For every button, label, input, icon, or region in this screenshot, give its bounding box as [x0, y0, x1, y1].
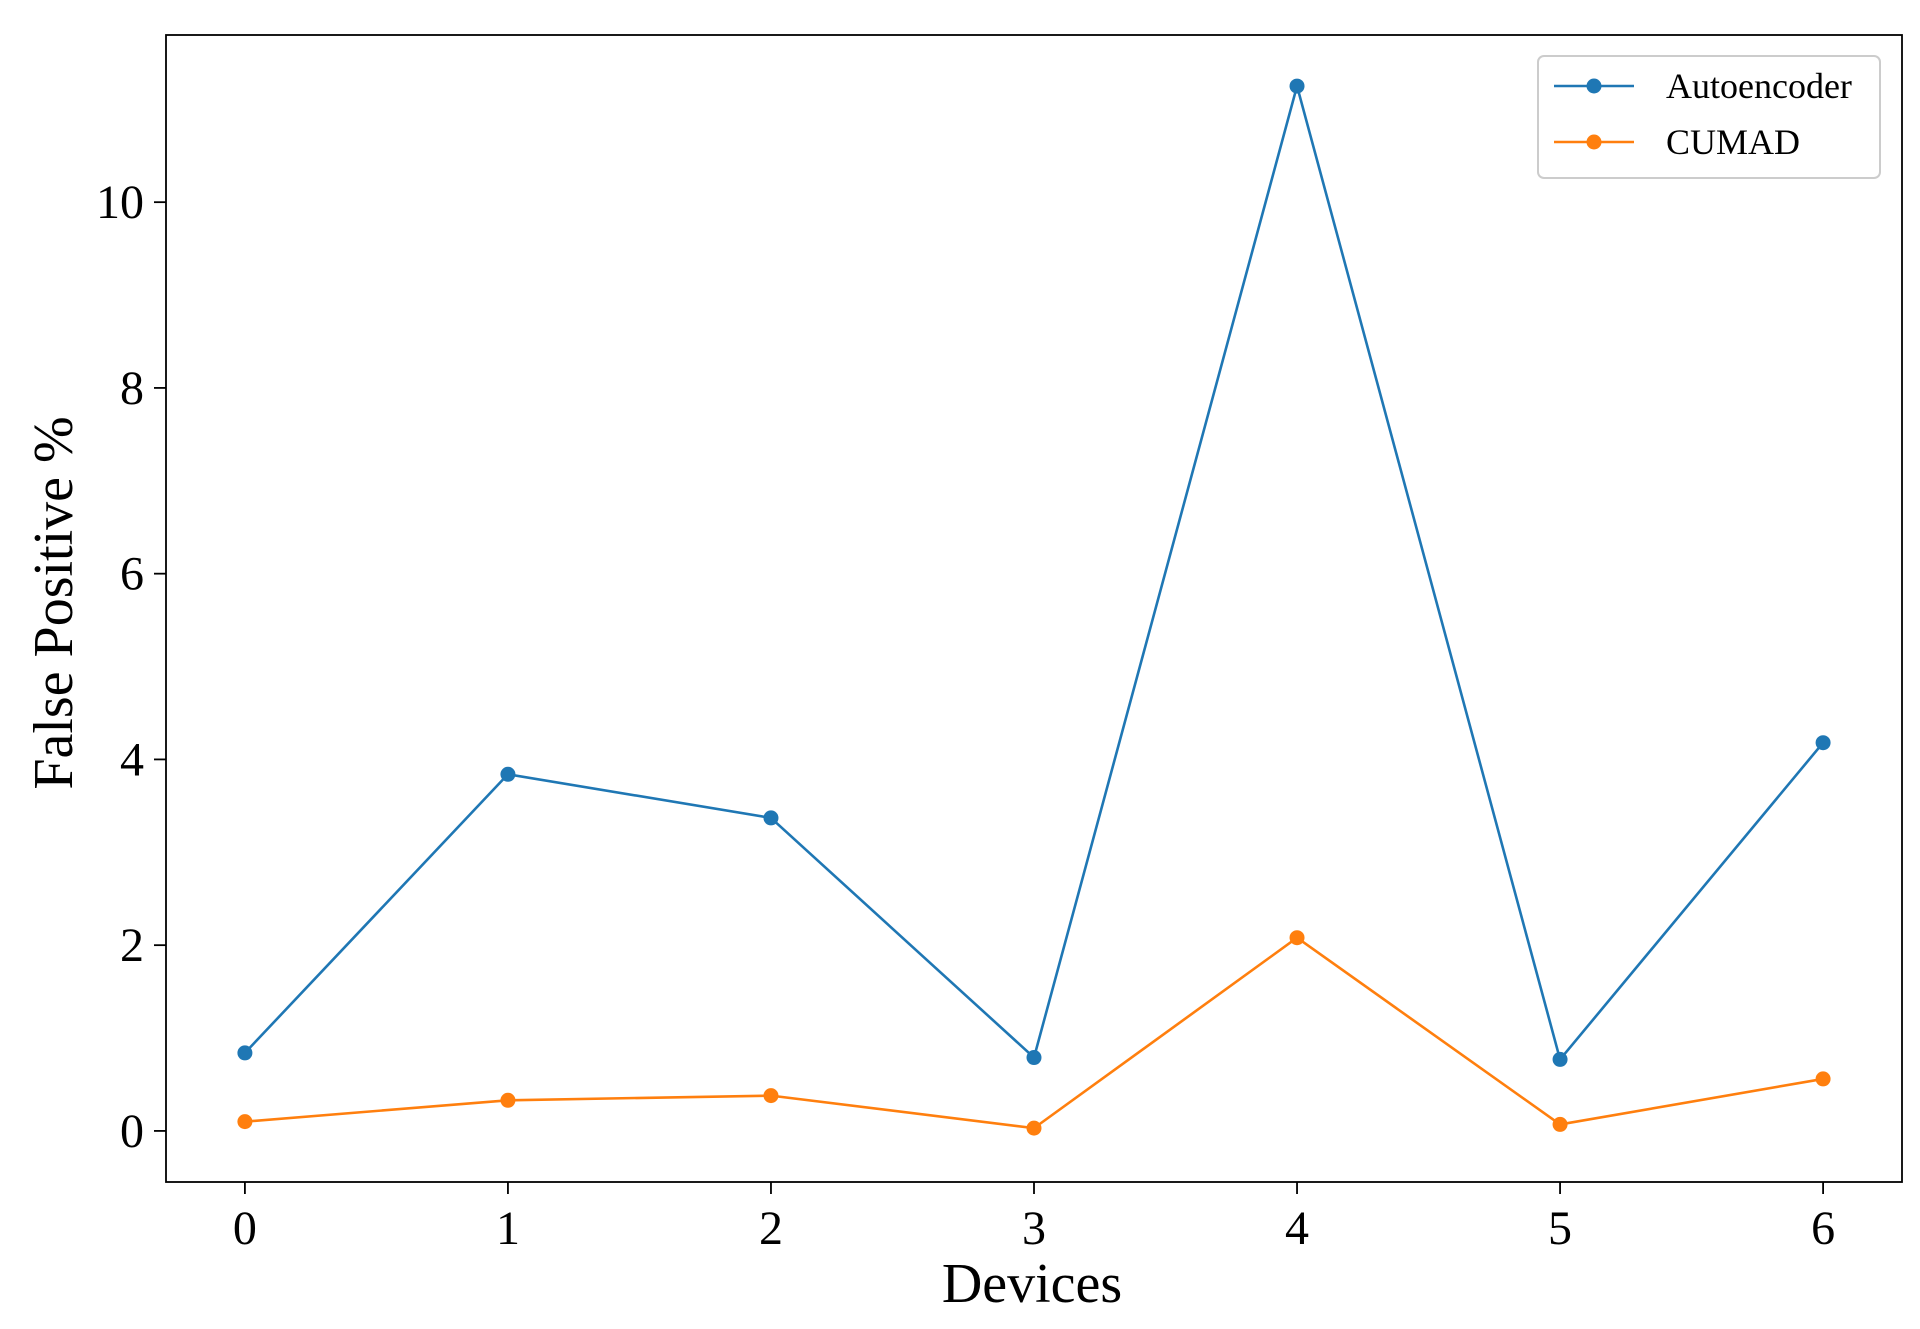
legend: Autoencoder CUMAD: [1537, 55, 1881, 179]
y-axis-label: False Positive %: [23, 416, 85, 789]
plot-area: [237, 78, 1831, 1136]
data-point-autoencoder: [500, 766, 516, 782]
x-tick-label: 6: [1811, 1202, 1835, 1255]
data-point-cumad: [1289, 930, 1305, 946]
legend-marker-autoencoder: [1586, 78, 1602, 94]
legend-label-cumad: CUMAD: [1666, 122, 1800, 162]
data-point-cumad: [1815, 1071, 1831, 1087]
axes: 0 1 2 3 4 5 6 0 2 4 6 8 10: [96, 34, 1903, 1255]
x-axis-label: Devices: [942, 1253, 1122, 1315]
x-tick-label: 4: [1285, 1202, 1309, 1255]
x-tick-label: 3: [1022, 1202, 1046, 1255]
data-point-cumad: [1026, 1120, 1042, 1136]
legend-marker-cumad: [1586, 134, 1602, 150]
y-tick-label: 10: [96, 176, 144, 229]
x-tick-label: 5: [1548, 1202, 1572, 1255]
y-tick-label: 2: [120, 919, 144, 972]
data-point-autoencoder: [1815, 735, 1831, 751]
y-tick-label: 4: [120, 733, 144, 786]
x-tick-label: 2: [759, 1202, 783, 1255]
data-point-autoencoder: [1026, 1050, 1042, 1066]
legend-label-autoencoder: Autoencoder: [1666, 66, 1852, 106]
data-point-autoencoder: [1552, 1051, 1568, 1067]
data-point-cumad: [500, 1092, 516, 1108]
data-point-cumad: [1552, 1116, 1568, 1132]
y-tick-label: 6: [120, 548, 144, 601]
data-point-autoencoder: [1289, 78, 1305, 94]
data-point-autoencoder: [763, 810, 779, 826]
data-point-cumad: [237, 1114, 253, 1130]
y-tick-label: 0: [120, 1105, 144, 1158]
data-point-cumad: [763, 1088, 779, 1104]
data-point-autoencoder: [237, 1045, 253, 1061]
x-tick-label: 0: [233, 1202, 257, 1255]
x-tick-label: 1: [496, 1202, 520, 1255]
y-tick-label: 8: [120, 362, 144, 415]
